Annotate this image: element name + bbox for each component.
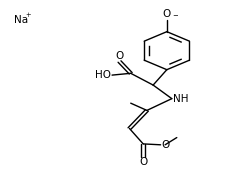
Text: Na: Na [14, 15, 28, 25]
Text: NH: NH [173, 94, 188, 104]
Text: O: O [163, 9, 171, 19]
Text: +: + [26, 12, 31, 18]
Text: O: O [139, 157, 147, 167]
Text: −: − [172, 13, 178, 19]
Text: HO: HO [95, 70, 111, 80]
Text: O: O [115, 51, 124, 61]
Text: O: O [161, 140, 170, 150]
